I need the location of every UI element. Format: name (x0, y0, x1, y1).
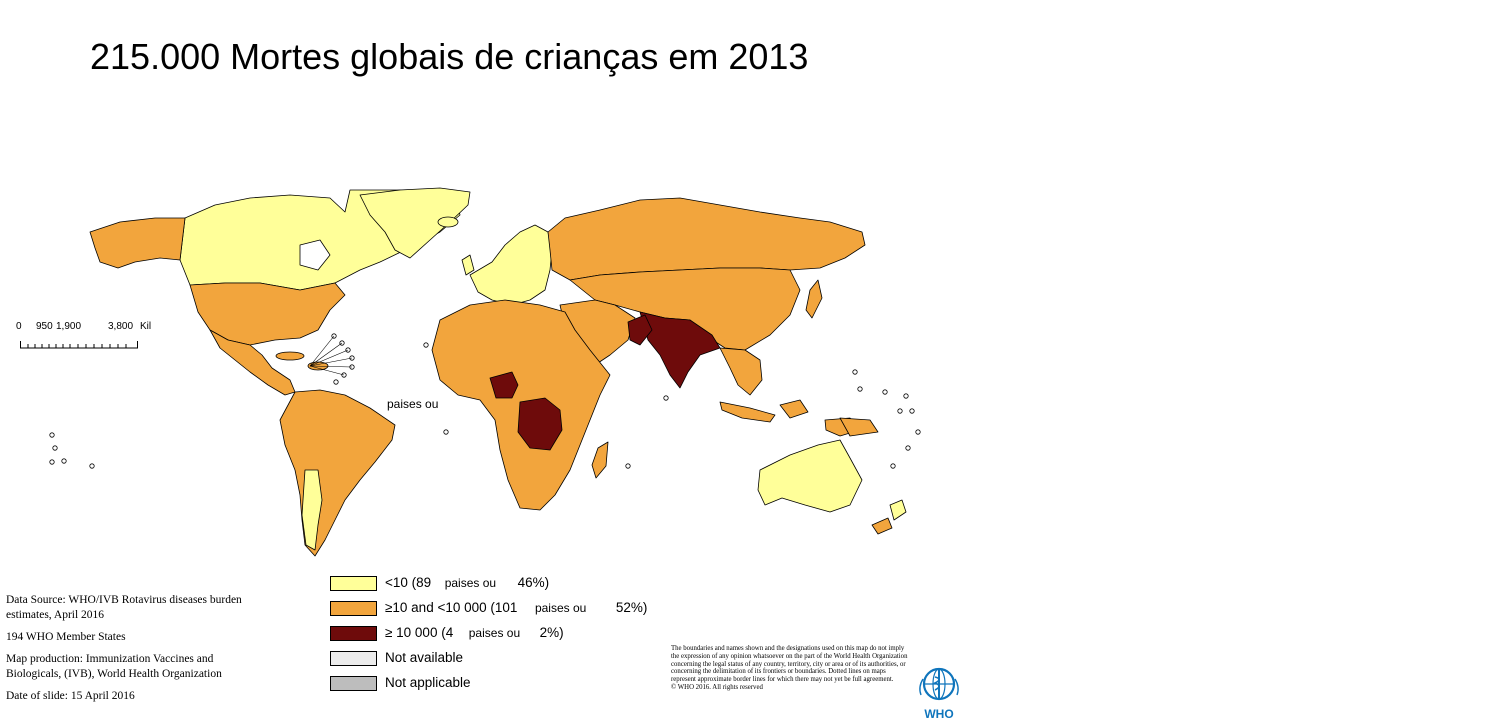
scale-bar-ticks (20, 341, 138, 349)
legend-item-high: ≥ 10 000 (4 paises ou 2%) (330, 624, 690, 649)
legend-low-unit: paises ou (444, 576, 497, 590)
floating-label: paises ou (387, 397, 439, 411)
who-logo: WHO (915, 667, 963, 721)
who-logo-text: WHO (924, 707, 954, 721)
region-india[interactable] (639, 311, 721, 389)
region-nigeria[interactable] (489, 371, 519, 399)
region-drc[interactable] (517, 397, 563, 451)
scale-label-950: 950 (36, 321, 53, 332)
scale-label-3800: 3,800 (108, 321, 134, 332)
legend-low-percent: 46%) (517, 575, 550, 590)
legend-not-applicable-label: Not applicable (385, 675, 471, 690)
legend-swatch-not-available (330, 651, 377, 666)
scale-label-0: 0 (16, 321, 22, 332)
date-text: Date of slide: 15 April 2016 (6, 690, 135, 702)
disclaimer: The boundaries and names shown and the d… (671, 645, 911, 692)
legend-not-available-label: Not available (385, 650, 464, 665)
legend-high-unit: paises ou (468, 626, 521, 640)
legend-high-percent: 2%) (539, 625, 564, 640)
legend-low-range: <10 (89 (385, 575, 432, 590)
legend-swatch-mid (330, 601, 377, 616)
legend-mid-percent: 52%) (615, 600, 648, 615)
data-source-text: Data Source: WHO/IVB Rotavirus diseases … (6, 594, 242, 621)
scale-label-1900: 1,900 (56, 321, 82, 332)
legend-swatch-not-applicable (330, 676, 377, 691)
disclaimer-text: The boundaries and names shown and the d… (671, 645, 908, 684)
legend-item-not-available: Not available (330, 649, 690, 674)
source-block: Data Source: WHO/IVB Rotavirus diseases … (6, 593, 264, 711)
region-se-asia[interactable] (719, 347, 763, 396)
copyright-text: © WHO 2016. All rights reserved (671, 683, 763, 691)
legend-mid-range: ≥10 and <10 000 (101 (385, 600, 518, 615)
member-states-text: 194 WHO Member States (6, 631, 126, 643)
legend-mid-unit: paises ou (534, 601, 587, 615)
legend: <10 (89 paises ou 46%) ≥10 and <10 000 (… (330, 574, 690, 699)
legend-item-not-applicable: Not applicable (330, 674, 690, 699)
scale-label-unit: Kil (140, 321, 152, 332)
scale-bar: 0 950 1,900 3,800 Kil (16, 321, 166, 355)
region-chile-argentina[interactable] (301, 469, 323, 551)
region-russia[interactable] (547, 197, 866, 281)
world-map (49, 187, 921, 557)
region-greenland[interactable] (359, 187, 471, 259)
region-alaska[interactable] (89, 217, 186, 269)
legend-item-low: <10 (89 paises ou 46%) (330, 574, 690, 599)
region-europe[interactable] (469, 224, 553, 306)
region-australia[interactable] (757, 439, 863, 513)
legend-swatch-high (330, 626, 377, 641)
who-emblem-icon (919, 667, 959, 701)
legend-high-range: ≥ 10 000 (4 (385, 625, 454, 640)
legend-item-mid: ≥10 and <10 000 (101 paises ou 52%) (330, 599, 690, 624)
region-south-america[interactable] (279, 389, 396, 557)
map-production-text: Map production: Immunization Vaccines an… (6, 653, 222, 680)
map-title: 215.000 Mortes globais de crianças em 20… (90, 36, 809, 77)
legend-swatch-low (330, 576, 377, 591)
